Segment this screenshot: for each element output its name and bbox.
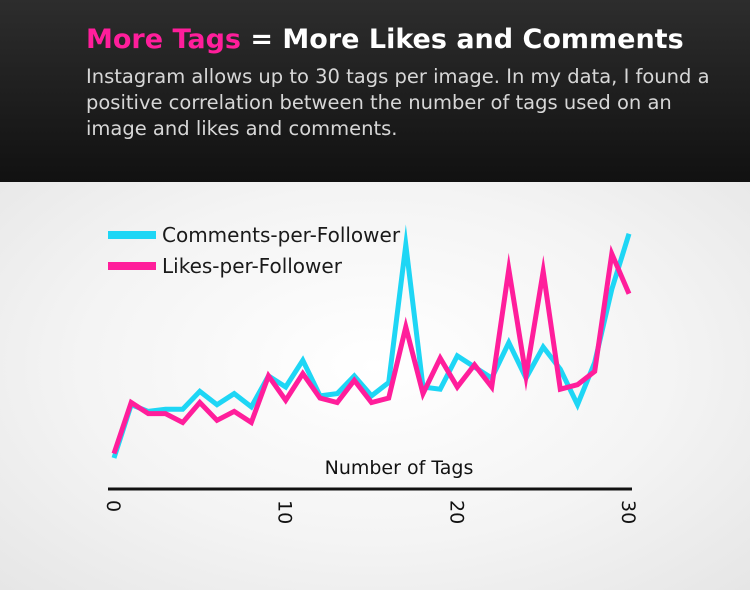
x-tick-label: 10 (274, 500, 296, 524)
legend-label-likes: Likes-per-Follower (162, 254, 343, 278)
legend-label-comments: Comments-per-Follower (162, 223, 401, 247)
legend: Comments-per-Follower Likes-per-Follower (108, 223, 401, 278)
header-banner: More Tags = More Likes and Comments Inst… (0, 0, 750, 182)
x-axis-ticks: 0 10 20 30 (102, 500, 639, 524)
x-axis-title: Number of Tags (325, 457, 474, 479)
x-tick-label: 30 (617, 500, 639, 524)
series-layer (111, 224, 632, 459)
subtitle: Instagram allows up to 30 tags per image… (86, 65, 710, 140)
legend-swatch-likes (108, 262, 156, 270)
series-line-likes (111, 244, 632, 455)
title-highlight: More Tags (86, 24, 241, 55)
title-rest: = More Likes and Comments (241, 24, 684, 55)
x-tick-label: 0 (102, 500, 124, 512)
page-title: More Tags = More Likes and Comments (86, 24, 684, 55)
series-line-comments (111, 224, 632, 459)
x-tick-label: 20 (445, 500, 467, 524)
legend-swatch-comments (108, 231, 156, 239)
